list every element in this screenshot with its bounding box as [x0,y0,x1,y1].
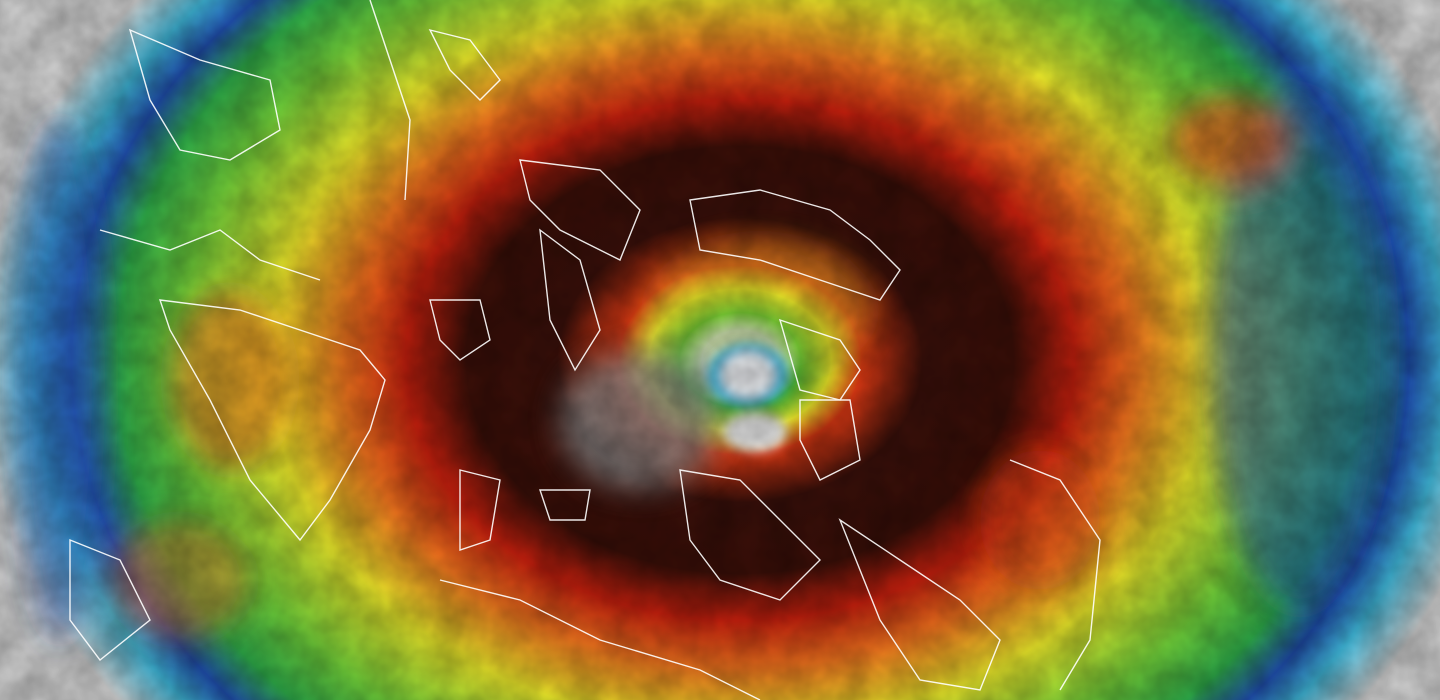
coastlines [69,0,1101,700]
